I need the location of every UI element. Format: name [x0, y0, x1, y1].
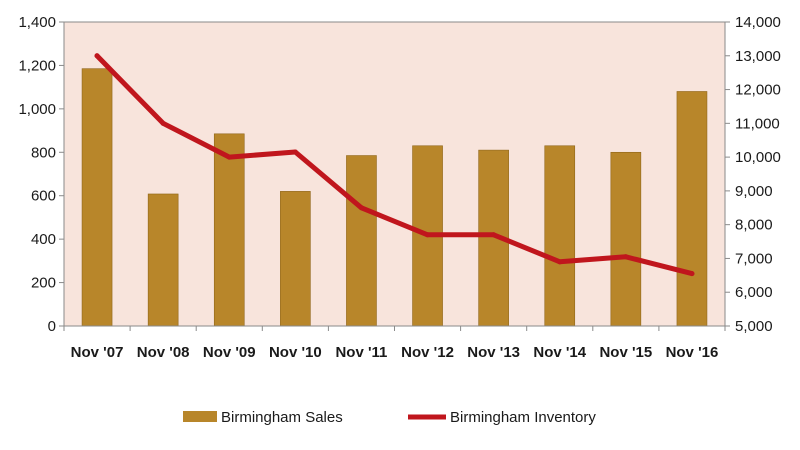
- legend-label-sales: Birmingham Sales: [221, 409, 343, 426]
- sales-bar: [346, 155, 377, 327]
- right-tick-label: 12,000: [735, 82, 781, 99]
- x-tick-label: Nov '09: [203, 344, 256, 361]
- inventory-point: [557, 259, 563, 265]
- left-tick-label: 200: [31, 275, 56, 292]
- right-tick-label: 11,000: [735, 115, 780, 132]
- right-tick-label: 14,000: [735, 14, 781, 31]
- right-tick-label: 13,000: [735, 48, 781, 65]
- sales-bar: [280, 191, 311, 327]
- inventory-line-layer: [94, 53, 695, 277]
- inventory-point: [425, 232, 431, 238]
- inventory-point: [160, 120, 166, 126]
- left-tick-label: 0: [48, 318, 56, 335]
- inventory-point: [358, 205, 364, 211]
- x-tick-label: Nov '12: [401, 344, 454, 361]
- right-tick-label: 6,000: [735, 284, 773, 301]
- inventory-point: [491, 232, 497, 238]
- right-y-axis: 5,000 6,000 7,000 8,000 9,000 10,000 11,000 12,…: [724, 14, 781, 335]
- x-tick-label: Nov '13: [467, 344, 520, 361]
- x-tick-label: Nov '07: [71, 344, 124, 361]
- sales-bar: [610, 151, 642, 327]
- sales-bar: [544, 145, 576, 327]
- sales-bar: [213, 133, 245, 327]
- left-tick-label: 1,400: [18, 14, 56, 31]
- x-tick-label: Nov '16: [666, 344, 719, 361]
- inventory-point: [623, 254, 629, 260]
- right-tick-label: 5,000: [735, 318, 773, 335]
- left-tick-label: 600: [31, 188, 56, 205]
- x-axis: Nov '07 Nov '08 Nov '09 Nov '10 Nov '11 Nov '…: [63, 325, 726, 361]
- inventory-point: [226, 154, 232, 160]
- x-tick-label: Nov '11: [335, 344, 387, 361]
- x-tick-label: Nov '08: [137, 344, 190, 361]
- legend: Birmingham Sales Birmingham Inventory: [183, 409, 596, 426]
- sales-bar: [147, 193, 179, 327]
- sales-bars: [81, 68, 708, 327]
- right-tick-label: 9,000: [735, 183, 773, 200]
- left-y-axis: 0 200 400 600 800 1,000 1,200 1,400: [18, 14, 65, 335]
- x-tick-label: Nov '14: [533, 344, 586, 361]
- sales-bar: [81, 68, 113, 327]
- inventory-point: [689, 271, 695, 277]
- left-tick-label: 400: [31, 231, 56, 248]
- x-tick-label: Nov '15: [599, 344, 652, 361]
- right-tick-label: 7,000: [735, 250, 773, 267]
- sales-bar: [676, 91, 708, 327]
- inventory-point: [292, 149, 298, 155]
- right-tick-label: 10,000: [735, 149, 781, 166]
- left-tick-label: 1,200: [18, 57, 56, 74]
- left-tick-label: 800: [31, 144, 56, 161]
- inventory-line: [94, 53, 695, 277]
- right-tick-label: 8,000: [735, 217, 773, 234]
- legend-swatch-sales: [183, 411, 217, 422]
- left-tick-label: 1,000: [18, 101, 56, 118]
- legend-label-inventory: Birmingham Inventory: [450, 409, 596, 426]
- x-tick-label: Nov '10: [269, 344, 322, 361]
- inventory-point: [94, 53, 100, 59]
